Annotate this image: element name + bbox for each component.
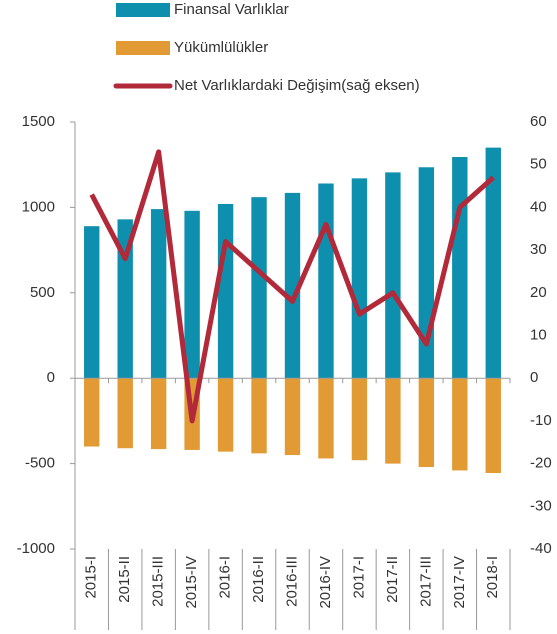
bar (284, 378, 301, 456)
y2-tick-label: 40 (530, 198, 547, 215)
y-tick-label: 500 (30, 284, 55, 301)
y2-tick-label: 50 (530, 156, 547, 173)
bar (351, 378, 368, 461)
bar (150, 378, 167, 450)
bar (418, 378, 435, 468)
y-tick-label: -500 (25, 455, 55, 472)
bar (284, 192, 301, 379)
x-tick-label: 2017-I (350, 556, 367, 599)
x-tick-label: 2016-II (250, 556, 267, 603)
bar (418, 167, 435, 379)
bar (385, 378, 401, 464)
bar (452, 378, 468, 471)
x-tick-label: 2015-I (83, 556, 100, 599)
bar (351, 178, 368, 379)
x-tick-label: 2017-II (384, 556, 401, 603)
legend-swatch (116, 3, 170, 17)
y2-tick-label: -10 (530, 412, 552, 429)
y2-tick-label: 0 (530, 369, 538, 386)
y2-tick-label: 10 (530, 326, 547, 343)
bar (251, 378, 267, 454)
line (89, 149, 495, 424)
legend-label: Yükümlülükler (174, 39, 268, 56)
bar (251, 197, 267, 379)
bar (217, 203, 234, 379)
bar (184, 210, 200, 379)
y2-tick-label: -30 (530, 497, 552, 514)
y-tick-label: -1000 (17, 540, 55, 557)
x-tick-label: 2017-III (417, 556, 434, 607)
bar (84, 226, 100, 379)
legend-swatch (116, 41, 170, 55)
x-tick-label: 2015-IV (183, 556, 200, 609)
y-tick-label: 1000 (22, 198, 55, 215)
bar (485, 147, 501, 379)
x-tick-label: 2018-I (484, 556, 501, 599)
bar (217, 378, 234, 452)
bar (84, 378, 100, 447)
bar (485, 378, 501, 473)
y-tick-label: 1500 (22, 113, 55, 130)
x-tick-label: 2015-II (116, 556, 133, 603)
y2-tick-label: 20 (530, 284, 547, 301)
y2-tick-label: 30 (530, 241, 547, 258)
y2-tick-label: 60 (530, 113, 547, 130)
x-tick-label: 2015-III (150, 556, 167, 607)
legend-label: Net Varlıklardaki Değişim(sağ eksen) (174, 77, 420, 94)
x-tick-label: 2016-I (217, 556, 234, 599)
bar (150, 209, 167, 379)
x-tick-label: 2016-IV (317, 556, 334, 609)
bar (452, 157, 468, 379)
x-tick-label: 2017-IV (451, 556, 468, 609)
bar (318, 378, 334, 459)
bar (117, 219, 133, 379)
bar (117, 378, 133, 449)
x-tick-label: 2016-III (283, 556, 300, 607)
y2-tick-label: -40 (530, 540, 552, 557)
y-tick-label: 0 (47, 369, 55, 386)
bar (318, 183, 334, 379)
bar (385, 172, 401, 379)
y2-tick-label: -20 (530, 455, 552, 472)
legend-label: Finansal Varlıklar (174, 1, 289, 18)
